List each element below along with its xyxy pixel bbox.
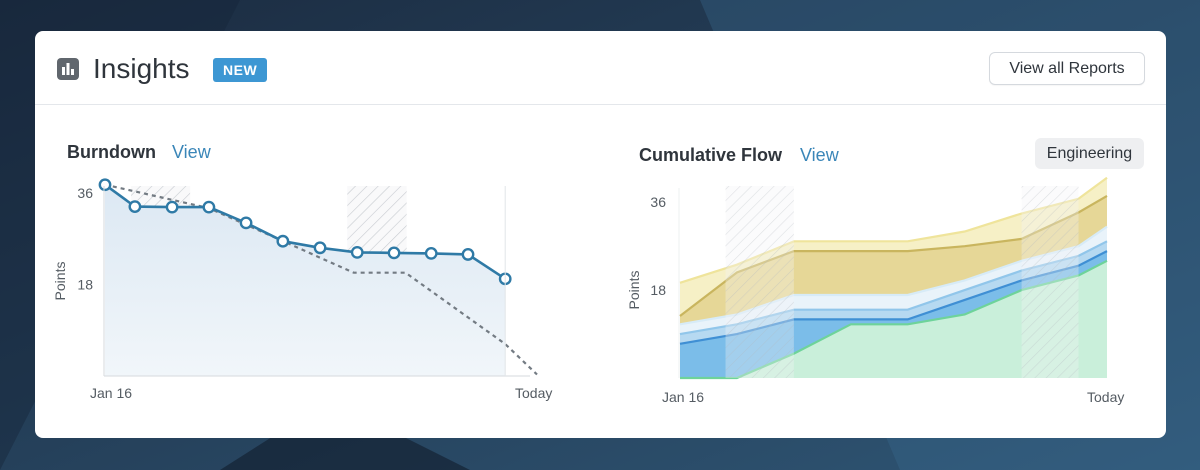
burndown-data-point[interactable]: [461, 248, 475, 261]
burndown-title: Burndown: [67, 142, 156, 162]
cumulative-flow-y-label: Points: [626, 271, 642, 310]
cumulative-flow-band: [680, 260, 1107, 378]
burndown-ideal-line: [104, 183, 538, 376]
burndown-chart: 36 18 Points Jan 16 Today: [52, 178, 552, 401]
cumulative-flow-x-end-label: Today: [1087, 389, 1124, 405]
burndown-x-start-label: Jan 16: [90, 385, 132, 401]
cumulative-flow-nonworking-band: [1021, 186, 1079, 378]
burndown-data-point[interactable]: [350, 245, 364, 259]
burndown-data-point[interactable]: [387, 246, 401, 260]
burndown-data-point[interactable]: [202, 200, 216, 214]
burndown-data-point[interactable]: [128, 200, 142, 214]
cumulative-flow-view-link[interactable]: View: [800, 145, 839, 165]
burndown-data-point[interactable]: [313, 241, 327, 255]
bar-chart-icon: [57, 58, 79, 80]
page-title: Insights: [93, 53, 190, 84]
view-all-reports-button[interactable]: View all Reports: [989, 52, 1145, 85]
burndown-data-point[interactable]: [239, 216, 253, 230]
cumulative-flow-chart: 36 18 Points Jan 16 Today: [626, 176, 1124, 405]
charts-canvas: 36 18 Points Jan 16 Today 36 18 Points Jan…: [52, 176, 1124, 405]
burndown-actual-area: [105, 184, 506, 376]
cumulative-flow-x-start-label: Jan 16: [662, 389, 704, 405]
cumulative-flow-y-tick-label: 18: [650, 282, 666, 298]
burndown-y-tick-label: 36: [77, 185, 93, 201]
burndown-data-point[interactable]: [165, 200, 179, 214]
team-filter-chip[interactable]: Engineering: [1035, 138, 1144, 169]
insights-card: Insights NEW View all Reports Burndown V…: [35, 31, 1166, 438]
cumulative-flow-nonworking-band: [725, 186, 794, 378]
burndown-data-point[interactable]: [98, 178, 112, 192]
cumulative-flow-y-tick-label: 36: [650, 194, 666, 210]
burndown-data-point[interactable]: [276, 234, 290, 248]
card-header: Insights NEW View all Reports: [35, 31, 1166, 105]
burndown-y-label: Points: [52, 262, 68, 301]
new-badge: NEW: [213, 58, 268, 82]
burndown-view-link[interactable]: View: [172, 142, 211, 162]
burndown-data-point[interactable]: [424, 247, 438, 260]
cumulative-flow-title: Cumulative Flow: [639, 145, 783, 165]
burndown-y-tick-label: 18: [77, 276, 93, 292]
burndown-x-end-label: Today: [515, 385, 552, 401]
